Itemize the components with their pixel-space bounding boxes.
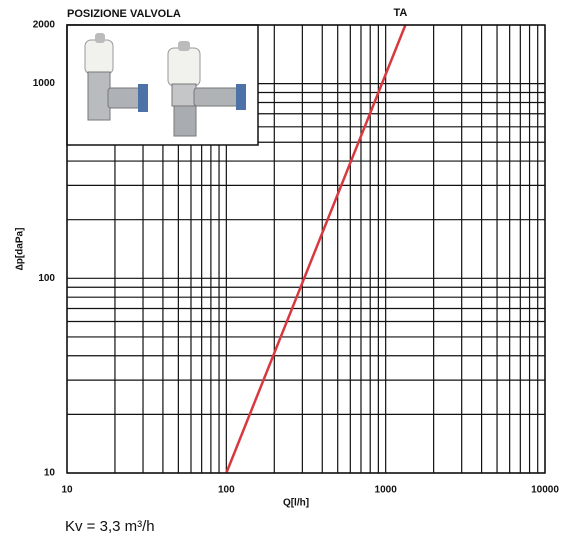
valve-photo — [66, 24, 259, 146]
y-tick-label: 1000 — [33, 78, 56, 89]
x-tick-label: 100 — [218, 485, 235, 496]
x-tick-label: 10 — [61, 485, 73, 496]
valve-seal — [138, 84, 148, 112]
valve-seal — [236, 84, 246, 110]
valve-body — [87, 71, 111, 121]
y-tick-label: 100 — [38, 273, 55, 284]
valve-left — [84, 33, 148, 121]
y-tick-label: 2000 — [33, 20, 56, 31]
valve-right — [167, 41, 246, 137]
series-line — [225, 24, 407, 474]
lines — [225, 24, 407, 474]
valve-inlet — [173, 105, 197, 137]
y-axis-label: ∆p[daPa] — [15, 228, 26, 271]
x-axis-label: Q[l/h] — [283, 498, 309, 509]
valve-cap — [95, 33, 105, 43]
valve-cap — [178, 41, 190, 51]
x-tick-label: 1000 — [375, 485, 398, 496]
kv-note: Kv = 3,3 m³/h — [65, 518, 155, 535]
plot-frame — [66, 24, 546, 474]
valve-knob — [167, 47, 201, 87]
valve-knob — [84, 39, 114, 75]
valve-body — [171, 83, 197, 107]
series-label: TA — [393, 7, 407, 19]
chart-title: POSIZIONE VALVOLA — [67, 8, 181, 20]
x-tick-label: 10000 — [531, 485, 559, 496]
y-tick-label: 10 — [44, 468, 56, 479]
